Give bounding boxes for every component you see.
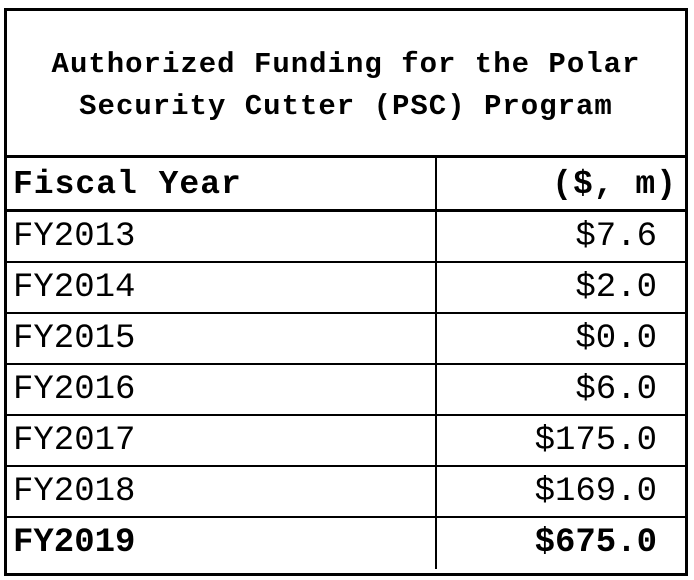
table-cell-value: $7.6 bbox=[575, 218, 657, 256]
column-header-fiscal-year: Fiscal Year bbox=[7, 158, 437, 209]
table-cell-year: FY2018 bbox=[7, 467, 437, 516]
table-cell-year: FY2017 bbox=[7, 416, 437, 465]
table-row-fy2017: FY2017 $175.0 bbox=[7, 416, 685, 467]
table-cell-year: FY2014 bbox=[7, 263, 437, 312]
table-cell-year: FY2015 bbox=[7, 314, 437, 363]
table-title-row: Authorized Funding for the Polar Securit… bbox=[7, 11, 685, 158]
table-row-fy2014: FY2014 $2.0 bbox=[7, 263, 685, 314]
table-cell-year: FY2019 bbox=[7, 518, 437, 569]
table-cell-value: $6.0 bbox=[575, 371, 657, 409]
table-cell-value: $169.0 bbox=[534, 473, 657, 511]
table-row-fy2013: FY2013 $7.6 bbox=[7, 212, 685, 263]
table-cell-year: FY2013 bbox=[7, 212, 437, 261]
table-title: Authorized Funding for the Polar Securit… bbox=[51, 48, 641, 123]
funding-table: Authorized Funding for the Polar Securit… bbox=[4, 8, 688, 576]
table-cell-value: $0.0 bbox=[575, 320, 657, 358]
table-header-row: Fiscal Year ($, m) bbox=[7, 158, 685, 212]
table-row-fy2018: FY2018 $169.0 bbox=[7, 467, 685, 518]
table-row-fy2016: FY2016 $6.0 bbox=[7, 365, 685, 416]
table-cell-year: FY2016 bbox=[7, 365, 437, 414]
table-cell-value: $2.0 bbox=[575, 269, 657, 307]
column-header-amount: ($, m) bbox=[552, 166, 677, 203]
table-row-fy2019: FY2019 $675.0 bbox=[7, 518, 685, 569]
table-row-fy2015: FY2015 $0.0 bbox=[7, 314, 685, 365]
table-cell-value: $175.0 bbox=[534, 422, 657, 460]
table-cell-value: $675.0 bbox=[534, 524, 657, 562]
